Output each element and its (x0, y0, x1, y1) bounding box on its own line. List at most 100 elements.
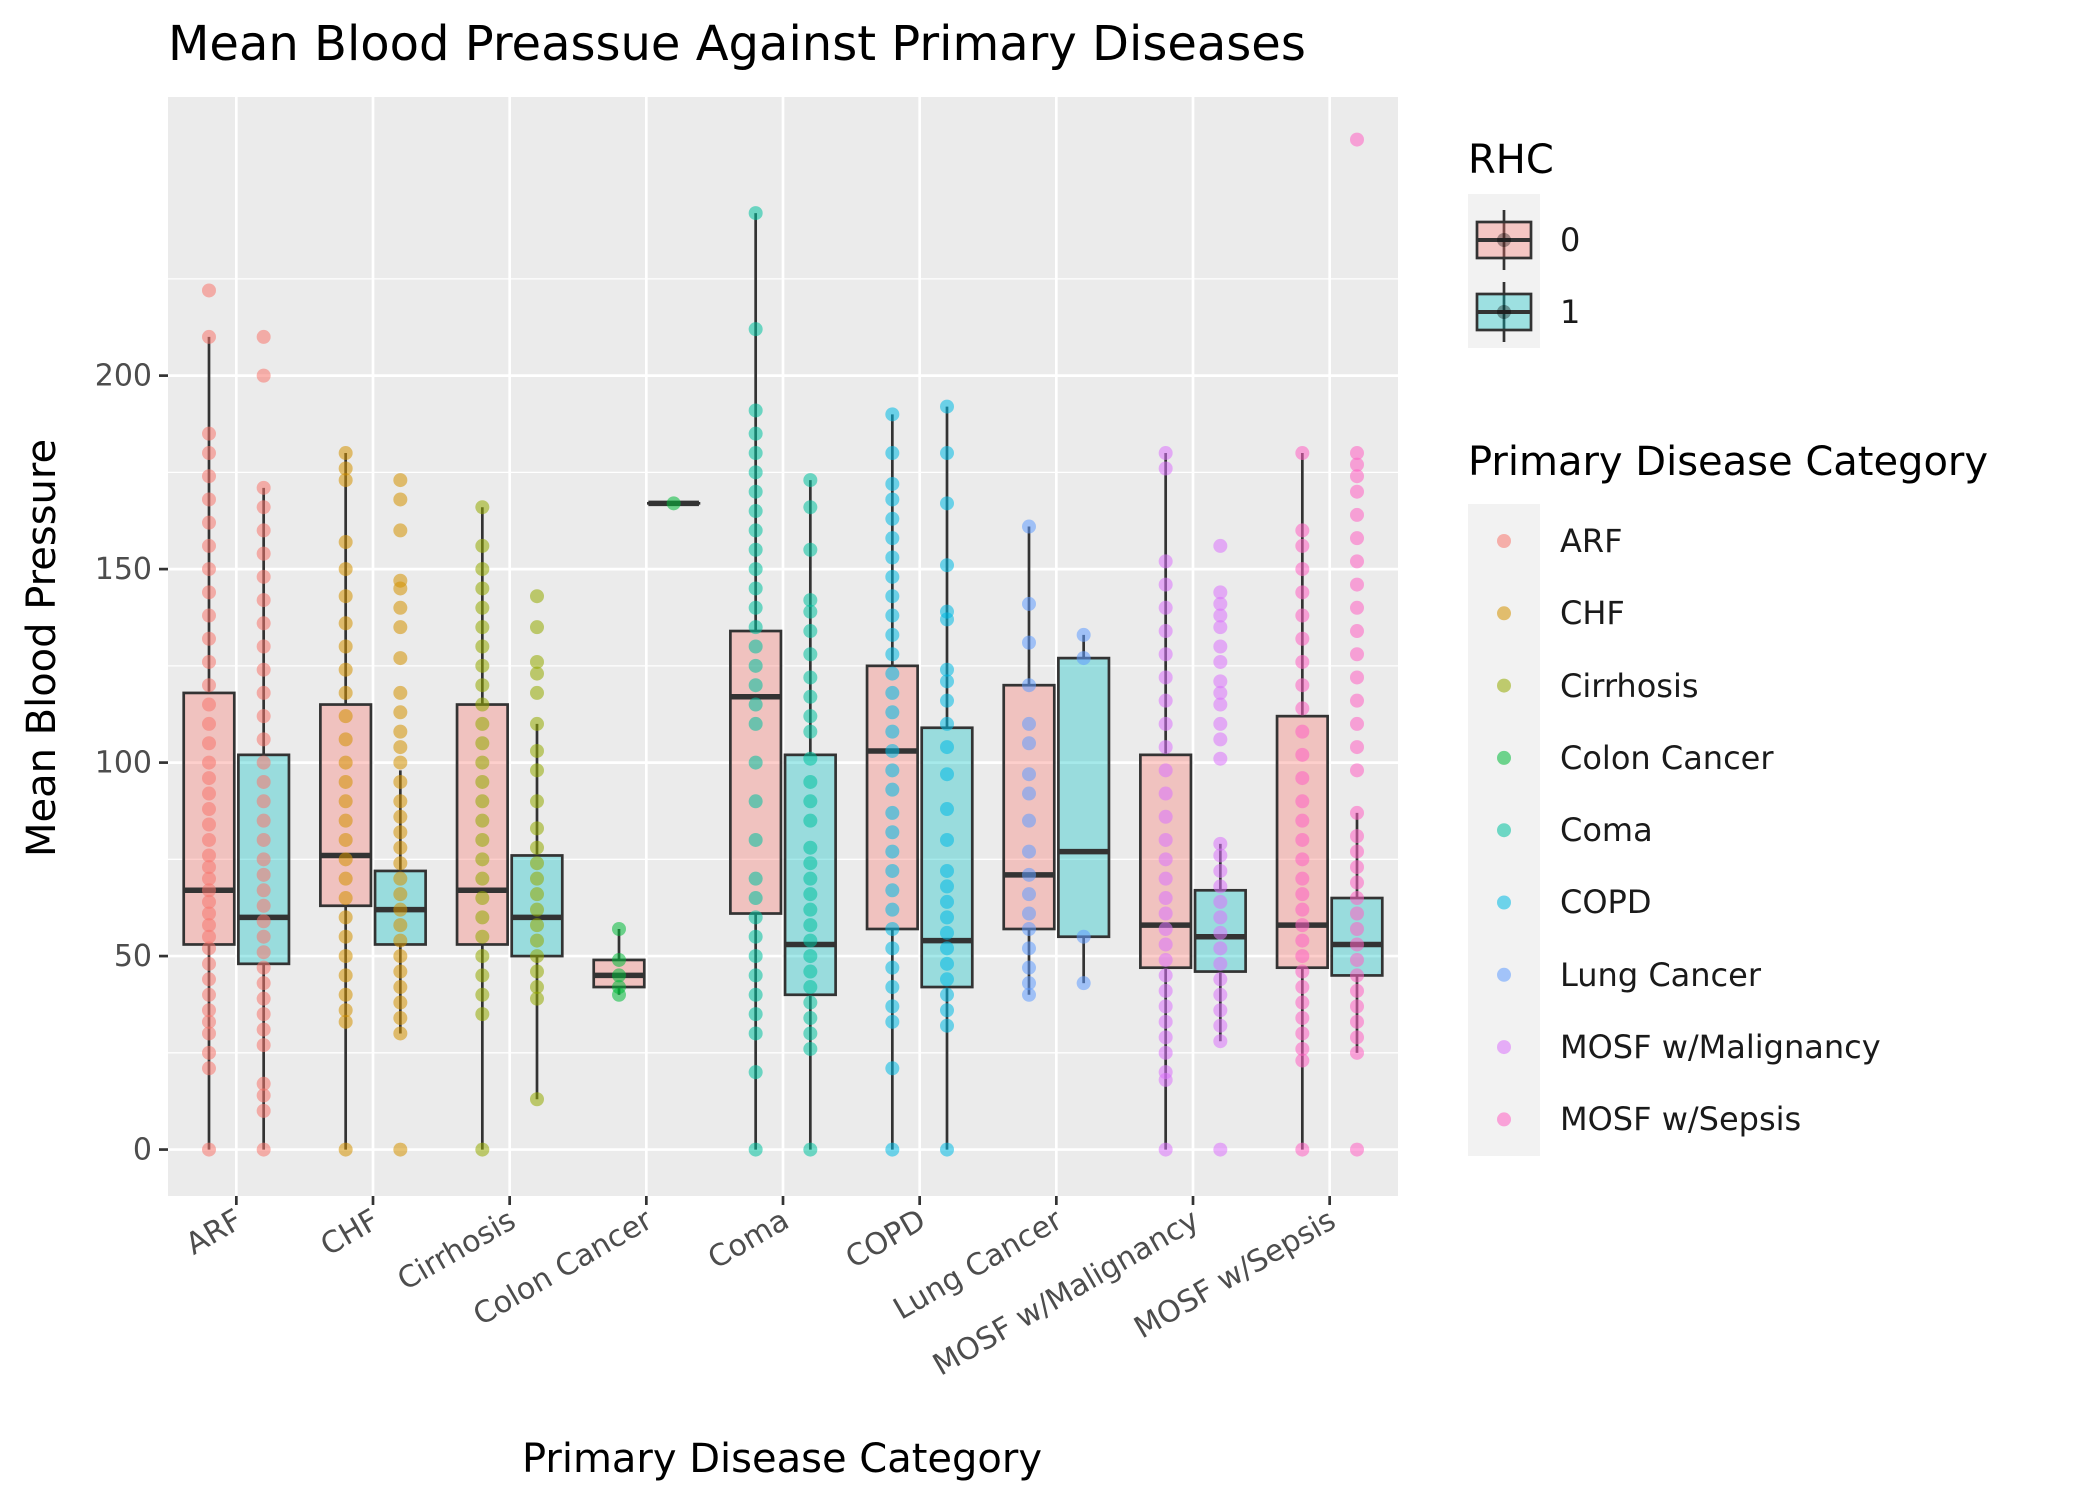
data-point (257, 794, 271, 808)
data-point (1295, 1143, 1309, 1157)
data-point (530, 887, 544, 901)
data-point (1350, 578, 1364, 592)
data-point (1213, 585, 1227, 599)
data-point (803, 624, 817, 638)
x-tick-label-copd: COPD (840, 1203, 932, 1276)
data-point (393, 492, 407, 506)
data-point (1022, 907, 1036, 921)
data-point (257, 930, 271, 944)
data-point (803, 752, 817, 766)
data-point (940, 446, 954, 460)
data-point (475, 601, 489, 615)
data-point (749, 206, 763, 220)
data-point (1159, 968, 1173, 982)
data-point (803, 593, 817, 607)
data-point (202, 446, 216, 460)
data-point (749, 949, 763, 963)
data-point (1213, 988, 1227, 1002)
data-point (1213, 674, 1227, 688)
data-point (393, 934, 407, 948)
data-point (339, 872, 353, 886)
legend-disease-title: Primary Disease Category (1468, 439, 1988, 485)
data-point (803, 965, 817, 979)
data-point (885, 806, 899, 820)
data-point (885, 550, 899, 564)
data-point (940, 767, 954, 781)
data-point (1022, 961, 1036, 975)
data-point (257, 1038, 271, 1052)
data-point (257, 593, 271, 607)
data-point (1350, 1030, 1364, 1044)
data-point (475, 1143, 489, 1157)
data-point (339, 616, 353, 630)
data-point (885, 407, 899, 421)
data-point (475, 640, 489, 654)
data-point (1350, 845, 1364, 859)
data-point (530, 965, 544, 979)
data-point (202, 283, 216, 297)
data-point (612, 922, 626, 936)
data-point (475, 833, 489, 847)
data-point (475, 1007, 489, 1021)
data-point (1159, 578, 1173, 592)
data-point (393, 965, 407, 979)
data-point (475, 659, 489, 673)
data-point (803, 934, 817, 948)
data-point (885, 941, 899, 955)
data-point (1295, 918, 1309, 932)
data-point (1350, 485, 1364, 499)
legend-rhc-label-0: 0 (1560, 221, 1580, 259)
data-point (393, 841, 407, 855)
data-point (1213, 717, 1227, 731)
data-point (1213, 879, 1227, 893)
data-point (202, 678, 216, 692)
data-point (749, 1007, 763, 1021)
data-point (803, 725, 817, 739)
data-point (1213, 655, 1227, 669)
data-point (257, 992, 271, 1006)
data-point (530, 980, 544, 994)
data-point (1350, 740, 1364, 754)
data-point (475, 988, 489, 1002)
data-point (257, 814, 271, 828)
data-point (1159, 624, 1173, 638)
data-point (202, 330, 216, 344)
data-point (393, 601, 407, 615)
data-point (749, 910, 763, 924)
data-point (202, 988, 216, 1002)
legend-disease-label-6: Lung Cancer (1560, 956, 1762, 994)
data-point (749, 659, 763, 673)
data-point (1159, 937, 1173, 951)
data-point (1159, 984, 1173, 998)
data-point (1159, 554, 1173, 568)
data-point (749, 427, 763, 441)
data-point (257, 640, 271, 654)
data-point (1077, 930, 1091, 944)
data-point (475, 581, 489, 595)
data-point (885, 570, 899, 584)
data-point (803, 500, 817, 514)
data-point (257, 500, 271, 514)
data-point (1159, 1015, 1173, 1029)
data-point (202, 516, 216, 530)
data-point (202, 957, 216, 971)
data-point (393, 980, 407, 994)
data-point (749, 601, 763, 615)
data-point (1022, 717, 1036, 731)
legend-disease-label-1: CHF (1560, 594, 1625, 632)
data-point (612, 968, 626, 982)
data-point (1295, 585, 1309, 599)
data-point (1022, 887, 1036, 901)
legend-disease-label-2: Cirrhosis (1560, 667, 1699, 705)
data-point (530, 934, 544, 948)
data-point (1159, 601, 1173, 615)
data-point (257, 686, 271, 700)
data-point (940, 941, 954, 955)
data-point (1295, 701, 1309, 715)
data-point (257, 961, 271, 975)
data-point (1022, 520, 1036, 534)
data-point (1295, 949, 1309, 963)
data-point (202, 609, 216, 623)
data-point (202, 972, 216, 986)
